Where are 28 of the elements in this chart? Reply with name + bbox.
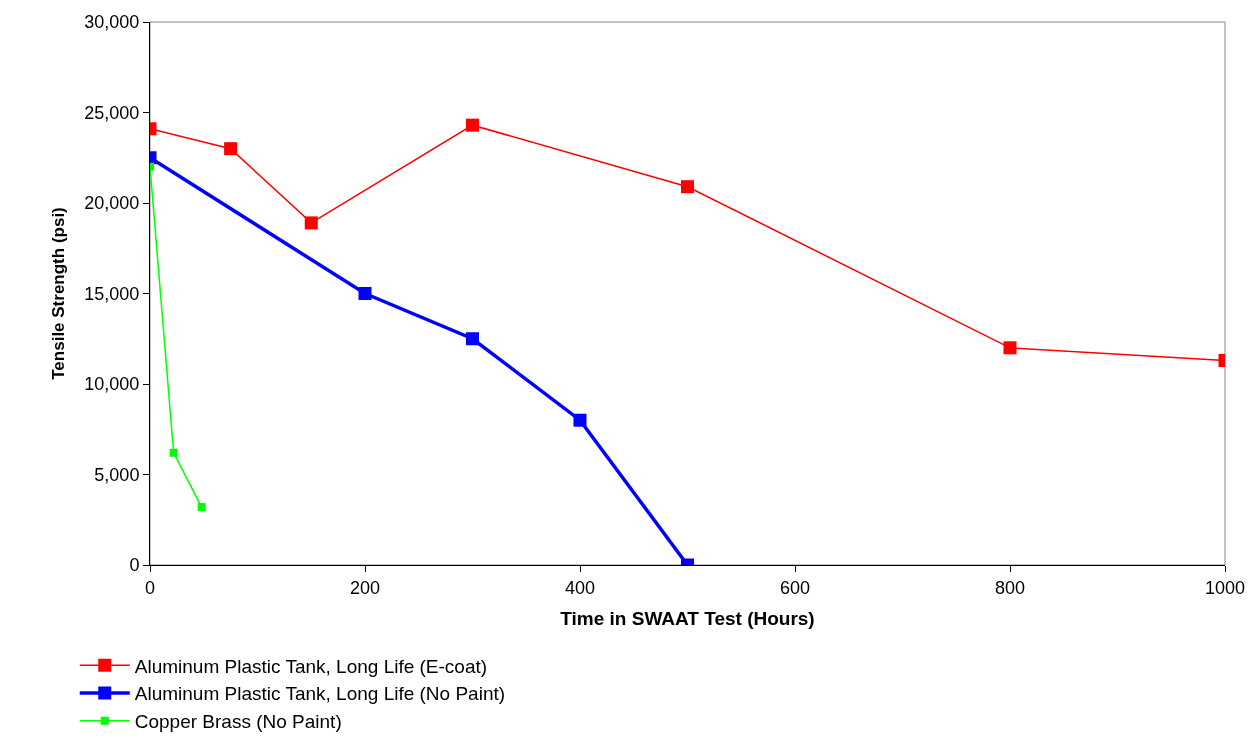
legend-label: Copper Brass (No Paint) <box>134 711 342 733</box>
x-tick-label: 400 <box>564 577 596 598</box>
y-tick-label: 5,000 <box>94 464 140 485</box>
x-tick-label: 800 <box>994 577 1026 598</box>
y-tick-label: 25,000 <box>84 102 140 123</box>
point <box>681 180 694 194</box>
legend-label: Aluminum Plastic Tank, Long Life (No Paint) <box>134 683 506 705</box>
point <box>1003 341 1017 355</box>
point <box>358 287 372 300</box>
x-tick-label: 200 <box>349 577 381 598</box>
y-tick-label: 15,000 <box>84 283 140 304</box>
y-tick-label: 0 <box>129 555 140 576</box>
y-tick-label: 30,000 <box>84 12 140 33</box>
x-tick-label: 1000 <box>1204 577 1246 598</box>
point <box>304 216 318 230</box>
legend-label: Aluminum Plastic Tank, Long Life (E-coat) <box>134 655 488 677</box>
point <box>573 413 587 427</box>
y-axis-title: Tensile Strength (psi) <box>48 207 68 380</box>
point <box>466 118 479 132</box>
x-tick-label: 0 <box>144 577 156 598</box>
point <box>224 142 238 156</box>
point <box>466 332 479 346</box>
y-tick-label: 10,000 <box>84 374 140 395</box>
point <box>169 448 178 457</box>
point <box>197 503 206 512</box>
x-axis-title: Time in SWAAT Test (Hours) <box>560 608 815 630</box>
y-tick-label: 20,000 <box>84 193 140 214</box>
x-tick-label: 600 <box>779 577 811 598</box>
